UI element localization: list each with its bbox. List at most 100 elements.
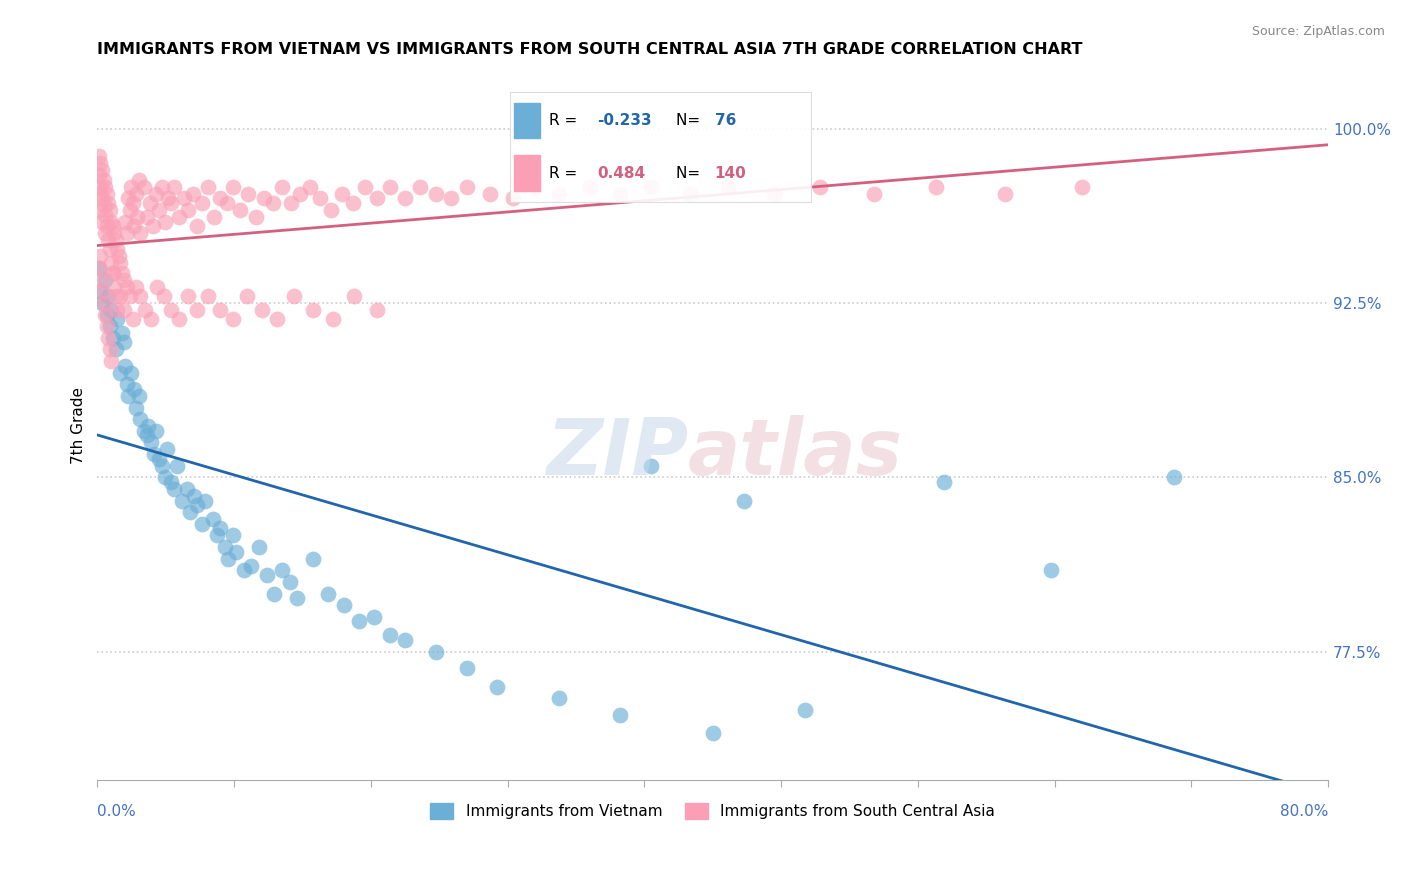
Point xyxy=(222,528,245,542)
Point xyxy=(1071,179,1094,194)
Point xyxy=(153,470,176,484)
Point xyxy=(609,186,631,201)
Point xyxy=(91,191,114,205)
Point xyxy=(101,266,124,280)
Point xyxy=(94,226,117,240)
Point xyxy=(110,256,132,270)
Point xyxy=(354,179,377,194)
Point xyxy=(271,563,294,577)
Point xyxy=(160,475,183,489)
Point xyxy=(440,191,463,205)
Point xyxy=(94,308,117,322)
Point xyxy=(524,179,547,194)
Point xyxy=(105,243,128,257)
Point xyxy=(94,208,117,222)
Text: Source: ZipAtlas.com: Source: ZipAtlas.com xyxy=(1251,25,1385,38)
Point xyxy=(478,186,501,201)
Point xyxy=(183,489,205,503)
Point xyxy=(217,551,239,566)
Point xyxy=(363,610,385,624)
Point xyxy=(177,289,200,303)
Point xyxy=(394,633,416,648)
Point xyxy=(456,179,478,194)
Point xyxy=(103,226,125,240)
Point xyxy=(280,196,302,211)
Point xyxy=(425,645,447,659)
Point xyxy=(89,179,111,194)
Point xyxy=(330,186,353,201)
Point xyxy=(167,312,190,326)
Point xyxy=(145,186,167,201)
Point xyxy=(215,196,238,211)
Point xyxy=(578,179,600,194)
Point xyxy=(717,179,740,194)
Point xyxy=(925,179,948,194)
Point xyxy=(129,289,152,303)
Point xyxy=(155,442,177,457)
Text: IMMIGRANTS FROM VIETNAM VS IMMIGRANTS FROM SOUTH CENTRAL ASIA 7TH GRADE CORRELAT: IMMIGRANTS FROM VIETNAM VS IMMIGRANTS FR… xyxy=(97,42,1083,57)
Text: 0.0%: 0.0% xyxy=(97,805,136,820)
Point xyxy=(101,219,124,234)
Point xyxy=(342,196,364,211)
Point xyxy=(160,302,183,317)
Point xyxy=(153,214,176,228)
Point xyxy=(121,196,143,211)
Point xyxy=(125,401,148,415)
Point xyxy=(98,202,121,217)
Point xyxy=(702,726,724,740)
Point xyxy=(93,198,115,212)
Point xyxy=(271,179,294,194)
Point xyxy=(93,172,115,186)
Point xyxy=(120,179,142,194)
Point xyxy=(89,249,111,263)
Point xyxy=(170,493,193,508)
Point xyxy=(120,366,142,380)
Point xyxy=(222,179,245,194)
Point xyxy=(115,279,138,293)
Point xyxy=(136,419,159,434)
Point xyxy=(502,191,524,205)
Point xyxy=(135,210,157,224)
Point xyxy=(309,191,332,205)
Point xyxy=(197,179,219,194)
Point xyxy=(112,302,135,317)
Point xyxy=(209,521,232,535)
Point xyxy=(105,302,128,317)
Point xyxy=(486,680,509,694)
Point xyxy=(87,261,110,276)
Point xyxy=(245,210,267,224)
Point xyxy=(201,512,224,526)
Point xyxy=(117,389,139,403)
Point xyxy=(290,186,312,201)
Point xyxy=(240,558,263,573)
Point xyxy=(262,196,284,211)
Point xyxy=(202,210,225,224)
Point xyxy=(101,266,124,280)
Point xyxy=(96,186,118,201)
Point xyxy=(301,551,323,566)
Point xyxy=(932,475,955,489)
Point xyxy=(343,289,366,303)
Point xyxy=(252,191,274,205)
Point xyxy=(167,210,190,224)
Point xyxy=(89,285,111,299)
Point xyxy=(378,628,401,642)
Point xyxy=(100,256,122,270)
Point xyxy=(263,586,285,600)
Point xyxy=(91,285,114,299)
Point xyxy=(91,163,114,178)
Point xyxy=(207,528,229,542)
Point xyxy=(222,312,245,326)
Legend: Immigrants from Vietnam, Immigrants from South Central Asia: Immigrants from Vietnam, Immigrants from… xyxy=(425,797,1001,825)
Point xyxy=(366,191,388,205)
Text: ZIP: ZIP xyxy=(546,416,688,491)
Point xyxy=(110,366,132,380)
Point xyxy=(236,186,259,201)
Point xyxy=(91,214,114,228)
Point xyxy=(143,447,166,461)
Point xyxy=(132,179,155,194)
Point xyxy=(994,186,1017,201)
Point xyxy=(138,196,160,211)
Point xyxy=(118,202,141,217)
Point xyxy=(104,343,127,357)
